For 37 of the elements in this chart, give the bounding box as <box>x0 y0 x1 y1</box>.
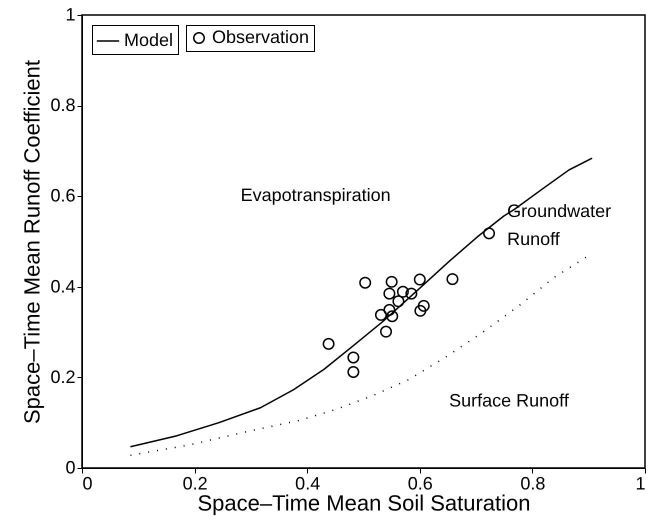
y-tick-label: 1 <box>65 4 76 24</box>
point <box>383 304 396 316</box>
point <box>322 338 335 350</box>
x-axis-title: Space–Time Mean Soil Saturation <box>197 490 531 516</box>
point <box>386 276 398 288</box>
x-tick-label: 0.2 <box>182 474 208 494</box>
x-tick-label: 0 <box>82 474 93 494</box>
point <box>483 227 496 240</box>
y-tick-label: 0.8 <box>50 95 76 116</box>
legend-label: Observation <box>212 27 310 47</box>
y-tick-label: 0 <box>65 458 76 478</box>
annotation: Surface Runoff <box>449 390 570 410</box>
point <box>359 276 372 289</box>
annotation: Groundwater Runoff <box>507 201 612 250</box>
point <box>418 300 430 312</box>
point <box>414 304 426 317</box>
point <box>347 351 360 364</box>
x-tick-label: 1 <box>635 474 646 494</box>
point <box>380 326 392 338</box>
point <box>414 274 426 286</box>
y-tick-label: 0.6 <box>50 186 76 206</box>
point <box>392 295 404 308</box>
point <box>405 288 418 300</box>
annotation: Evapotranspiration <box>240 185 391 206</box>
point <box>446 273 458 286</box>
y-tick-label: 0.4 <box>50 276 76 296</box>
legend-label: Model <box>124 30 174 50</box>
point <box>374 308 387 321</box>
point <box>347 366 360 378</box>
point <box>383 288 396 300</box>
x-tick-label: 0.4 <box>295 474 320 494</box>
x-tick-label: 0.8 <box>520 474 546 494</box>
y-axis-title: Space–Time Mean Runoff Coefficient <box>19 60 44 424</box>
x-tick-label: 0.6 <box>408 474 433 494</box>
point <box>396 286 409 298</box>
point <box>386 310 398 322</box>
y-tick-label: 0.2 <box>50 366 76 387</box>
